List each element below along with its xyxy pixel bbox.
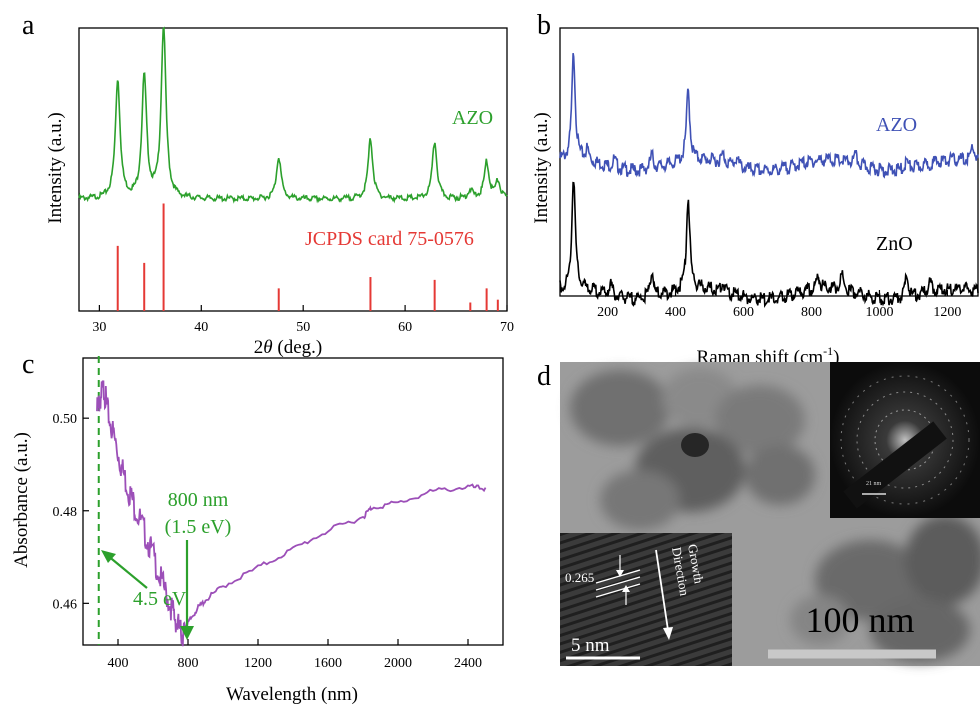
chart-c-ytick-label: 0.50 (53, 412, 78, 427)
chart-c-xtick-label: 1200 (244, 656, 272, 671)
chart-b-xtick-label: 800 (801, 305, 822, 320)
chart-b-series-zno (559, 181, 979, 308)
chart-b-xtick-label: 400 (665, 305, 686, 320)
chart-c-arrowhead-800nm (180, 626, 194, 640)
chart-c-ylabel: Absorbance (a.u.) (11, 432, 32, 568)
chart-c-annotation-800nm: 800 nm (168, 489, 229, 511)
panel-label-d: d (537, 361, 551, 392)
panel-label-b: b (537, 10, 551, 41)
chart-a-frame (78, 27, 508, 312)
saed-scale-label: 21 nm (866, 481, 882, 487)
chart-c: 400 800 1200 1600 2000 2400 0.46 0.48 0.50 800 n… (11, 356, 504, 705)
chart-b-series-label-azo: AZO (876, 114, 917, 136)
chart-b-ylabel: Intensity (a.u.) (531, 112, 552, 223)
chart-c-xtick-label: 1600 (314, 656, 342, 671)
chart-a-series-azo (78, 26, 508, 204)
chart-c-ytick-label: 0.46 (53, 597, 78, 612)
chart-c-frame (82, 357, 504, 646)
chart-c-xlabel: Wavelength (nm) (226, 684, 358, 705)
chart-a-reference-label: JCPDS card 75-0576 (305, 228, 474, 250)
tem-dark-particle (681, 433, 709, 457)
chart-a-xtick-label: 30 (92, 320, 106, 335)
chart-b-xtick-label: 1200 (933, 305, 961, 320)
chart-a-xticks: 30 40 50 60 70 (92, 305, 514, 335)
chart-b-xtick-label: 200 (597, 305, 618, 320)
saed-inset: 21 nm (830, 362, 980, 518)
panel-label-a: a (22, 10, 35, 41)
panel-label-c: c (22, 349, 34, 380)
chart-a-xtick-label: 60 (398, 320, 412, 335)
chart-c-xtick-label: 2000 (384, 656, 412, 671)
chart-b-xtick-label: 600 (733, 305, 754, 320)
growth-direction-arrow (655, 549, 669, 631)
chart-c-series-absorbance (96, 380, 487, 647)
chart-c-xtick-label: 400 (108, 656, 129, 671)
chart-b-series-azo (559, 52, 979, 179)
chart-b-xtick-label: 1000 (865, 305, 893, 320)
chart-b: 200 400 600 800 1000 1200 AZO ZnO Raman shift… (531, 27, 979, 368)
chart-c-annotation-800nm-ev: (1.5 eV) (165, 516, 232, 538)
chart-a-reference-lines (116, 203, 499, 311)
chart-c-ytick-label: 0.48 (53, 505, 78, 520)
chart-a-xlabel: 2θ (deg.) (254, 337, 322, 358)
chart-b-xticks: 200 400 600 800 1000 1200 (597, 290, 961, 320)
hrtem-inset: 0.265 Growth Direction 5 nm (560, 533, 732, 666)
chart-a-ylabel: Intensity (a.u.) (45, 112, 66, 223)
chart-a-series-label-azo: AZO (452, 107, 493, 129)
growth-direction-label-1: Growth (685, 543, 707, 585)
chart-a-xtick-label: 40 (194, 320, 208, 335)
chart-c-xtick-label: 2400 (454, 656, 482, 671)
saed-beam-stop (843, 421, 947, 509)
chart-c-ticks: 400 800 1200 1600 2000 2400 0.46 0.48 0.50 (53, 412, 483, 671)
tem-scale-label: 100 nm (805, 600, 914, 640)
chart-c-xtick-label: 800 (178, 656, 199, 671)
chart-c-arrowhead-4-5ev (101, 550, 116, 563)
chart-c-arrow-4-5ev (106, 554, 148, 589)
chart-a: 30 40 50 60 70 AZO JCPDS card 75-0576 2θ (de… (45, 26, 514, 358)
tem-image-panel: 21 nm 0.265 Growth Direction 5 nm 100 nm (560, 362, 980, 666)
chart-c-annotation-4-5ev: 4.5 eV (133, 588, 187, 610)
chart-a-xtick-label: 70 (500, 320, 514, 335)
chart-a-xtick-label: 50 (296, 320, 310, 335)
hrtem-scale-label: 5 nm (571, 635, 610, 656)
chart-b-series-label-zno: ZnO (876, 233, 913, 255)
lattice-spacing-label: 0.265 (565, 570, 594, 585)
tem-particles (570, 368, 980, 662)
hrtem-image (560, 533, 732, 666)
